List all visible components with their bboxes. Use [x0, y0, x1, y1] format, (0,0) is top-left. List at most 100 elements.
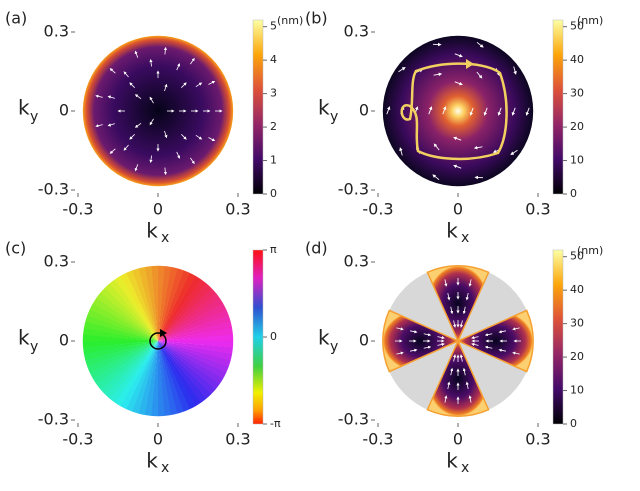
phase-wedge [126, 341, 158, 412]
phase-wedge [87, 309, 158, 341]
field-arrow [95, 124, 103, 128]
field-sector [426, 265, 490, 343]
colorbar-tick-label: 50 [570, 250, 584, 263]
phase-wedge [96, 292, 158, 341]
colorbar-tick-label: 5 [270, 20, 277, 33]
field-arrow [433, 143, 440, 151]
y-tick-label: -0.3 [338, 410, 369, 429]
field-arrow [195, 134, 203, 140]
phase-wedge [109, 279, 158, 341]
phase-wedge [158, 292, 220, 341]
field-arrow [468, 395, 472, 403]
y-axis-label: k [318, 96, 330, 120]
field-arrow [465, 381, 469, 390]
y-tick-label: 0 [59, 101, 69, 120]
phase-wedge [100, 341, 158, 395]
x-axis-label-subscript: x [161, 230, 169, 246]
field-arrow [423, 333, 432, 337]
field-arrow [454, 53, 463, 58]
phase-wedge [158, 341, 202, 407]
phase-wedge [158, 308, 229, 341]
field-arrow [409, 330, 418, 334]
field-arrow [208, 137, 216, 142]
phase-wedge [158, 341, 224, 385]
phase-wedge [104, 283, 158, 341]
phase-wedge [158, 340, 234, 348]
phase-wedge [104, 341, 158, 399]
phase-wedge [158, 341, 207, 403]
field-arrow [459, 320, 464, 328]
field-arrow [471, 342, 479, 347]
field-arrow [181, 82, 187, 88]
field-arrow [447, 292, 451, 301]
field-arrow [511, 107, 516, 116]
colorbar-unit: (nm) [577, 244, 603, 257]
field-arrow [164, 83, 168, 92]
x-axis-label: k [446, 219, 458, 243]
field-arrow [149, 155, 153, 164]
phase-wedge [83, 341, 158, 361]
phase-wedge [158, 341, 178, 416]
field-sector [382, 309, 460, 373]
field-arrow [134, 50, 139, 58]
phase-wedge [131, 268, 158, 341]
field-arrow [107, 95, 115, 99]
phase-wedge [85, 315, 158, 341]
colorbar-tick-label: 0 [270, 330, 277, 343]
y-tick-label: 0 [359, 331, 369, 350]
phase-wedge [158, 341, 191, 412]
colorbar-tick-label: 40 [570, 283, 584, 296]
field-arrow [450, 367, 454, 376]
field-arrow [95, 94, 103, 98]
field-sector [426, 339, 490, 417]
field-arrow [453, 164, 462, 169]
x-tick-label: 0 [453, 430, 463, 449]
phase-wedge [120, 272, 158, 341]
field-arrow [134, 94, 142, 99]
field-arrow [149, 118, 154, 126]
phase-wedge [92, 341, 158, 385]
y-tick-label: 0.3 [44, 252, 69, 271]
field-arrow [396, 351, 404, 355]
x-axis-label: k [446, 449, 458, 473]
x-tick-label: -0.3 [362, 200, 393, 219]
y-axis-label-subscript: y [330, 109, 338, 125]
y-tick-label: -0.3 [38, 180, 69, 199]
phase-wedge [158, 341, 229, 373]
phase-wedge [158, 314, 231, 341]
field-arrow [476, 71, 483, 79]
phase-wedge [82, 334, 158, 342]
x-tick-label: -0.3 [362, 430, 393, 449]
field-arrow [107, 123, 115, 127]
phase-wedge [87, 341, 158, 374]
phase-wedge [158, 341, 216, 395]
field [82, 35, 234, 187]
phase-wedge [96, 341, 158, 390]
field-arrow [129, 134, 135, 140]
field-arrow [498, 330, 507, 334]
field-arrow [469, 107, 474, 116]
field-arrow [512, 351, 520, 355]
field-arrow [442, 106, 447, 115]
field-arrow [195, 82, 203, 88]
x-axis-label: k [146, 219, 158, 243]
colorbar-tick-label: 30 [570, 317, 584, 330]
colorbar-tick-label: 4 [270, 53, 277, 66]
field-arrow [149, 96, 154, 104]
y-tick-label: 0.3 [344, 252, 369, 271]
colorbar-tick-label: 20 [570, 120, 584, 133]
field-arrow [471, 335, 479, 340]
phase-wedge [158, 341, 185, 414]
y-axis-label-subscript: y [30, 339, 38, 355]
field [382, 35, 534, 187]
colorbar [252, 19, 264, 195]
field-arrow [176, 151, 180, 159]
phase-wedge [132, 341, 158, 414]
phase-wedge [89, 341, 158, 379]
field-arrow [444, 395, 448, 403]
panel-label: (b) [305, 9, 328, 28]
field-arrow [109, 148, 116, 154]
phase-wedge [158, 341, 233, 361]
